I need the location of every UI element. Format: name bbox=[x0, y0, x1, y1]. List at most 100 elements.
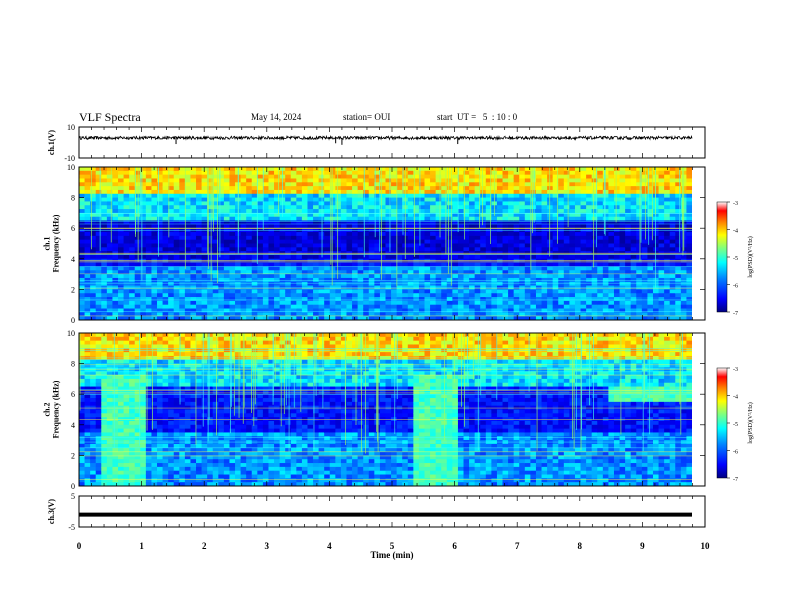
ch2-spec-cell bbox=[90, 340, 97, 346]
ch1-spec-cell bbox=[162, 182, 169, 187]
ch1-spec-cell bbox=[151, 281, 158, 287]
ch1-spec-cell bbox=[218, 316, 225, 320]
ch1-spec-cell bbox=[664, 170, 671, 176]
ch1-spec-cell bbox=[368, 216, 375, 222]
ch1-spec-cell bbox=[630, 289, 637, 294]
ch1-spec-cell bbox=[547, 220, 554, 225]
ch1-spec-cell bbox=[363, 182, 370, 187]
ch1-spec-cell bbox=[430, 174, 437, 180]
ch1-spec-cell bbox=[647, 316, 654, 320]
ch1-spec-cell bbox=[79, 239, 86, 245]
ch1-spec-cell bbox=[491, 243, 498, 248]
ch2-spec-cell bbox=[79, 398, 86, 403]
ch1-spec-cell bbox=[586, 266, 593, 271]
ch1-spec-cell bbox=[430, 197, 437, 203]
ch1-spec-cell bbox=[168, 205, 175, 210]
ch1-spec-cell bbox=[301, 254, 309, 260]
ch1-spec-cell bbox=[162, 270, 169, 275]
ch2-spec-cell bbox=[95, 344, 102, 349]
ch1-spec-cell bbox=[140, 174, 147, 180]
ch1-spec-cell bbox=[324, 316, 331, 320]
ch1-spec-cell bbox=[329, 312, 336, 317]
ch1-spec-cell bbox=[469, 270, 476, 275]
ch1-spec-cell bbox=[106, 274, 114, 279]
ch1-spec-cell bbox=[613, 293, 621, 298]
ch1-spec-cell bbox=[586, 235, 593, 241]
ch1-spec-cell bbox=[496, 201, 504, 206]
ch1-spec-cell bbox=[580, 293, 587, 298]
ch1-spec-cell bbox=[441, 178, 448, 183]
ch1-spec-cell bbox=[491, 216, 498, 222]
ch1-spec-cell bbox=[168, 174, 175, 180]
ch1-spec-cell bbox=[184, 232, 192, 237]
ch1-spec-cell bbox=[664, 224, 671, 229]
ch1-spec-cell bbox=[251, 277, 258, 283]
ch1-spec-cell bbox=[496, 220, 504, 225]
ch1-spec-cell bbox=[647, 254, 654, 260]
ch1-spec-cell bbox=[496, 277, 504, 283]
ch1-spec-cell bbox=[112, 289, 119, 294]
ch1-spec-cell bbox=[636, 289, 643, 294]
ch1-spec-cell bbox=[184, 216, 192, 222]
ch1-spec-cell bbox=[457, 212, 465, 218]
ch1-spec-cell bbox=[301, 224, 309, 229]
ch1-spec-cell bbox=[212, 281, 219, 287]
ch1-spec-cell bbox=[652, 167, 660, 172]
ch1-spec-cell bbox=[658, 277, 665, 283]
ch1-spec-cell bbox=[145, 235, 153, 241]
ch1-spec-cell bbox=[173, 167, 180, 172]
ch1-spec-cell bbox=[675, 274, 682, 279]
ch1-spec-cell bbox=[246, 300, 253, 306]
ch1-spec-cell bbox=[173, 277, 180, 283]
ch1-spec-cell bbox=[112, 212, 119, 218]
ch1-spec-cell bbox=[274, 212, 281, 218]
ch1-spec-cell bbox=[502, 247, 509, 252]
ch1-spec-cell bbox=[179, 235, 186, 241]
ch1-spec-cell bbox=[496, 243, 504, 248]
ch1-spec-cell bbox=[145, 254, 153, 260]
ch1-spec-cell bbox=[212, 201, 219, 206]
ch1-spec-cell bbox=[246, 209, 253, 214]
ch1-spec-cell bbox=[84, 189, 91, 195]
ch1-spec-colorbar-tick-label: -5 bbox=[733, 256, 738, 262]
ch1-spec-cell bbox=[129, 297, 136, 302]
ch1-spec-cell bbox=[652, 239, 660, 245]
ch1-spec-cell bbox=[151, 262, 158, 268]
ch2-spec-cell bbox=[106, 447, 114, 453]
ch1-spec-cell bbox=[597, 312, 604, 317]
ch1-spec-cell bbox=[541, 289, 548, 294]
ch1-spec-cell bbox=[402, 274, 409, 279]
ch1-spec-cell bbox=[597, 205, 604, 210]
ch1-spec-cell bbox=[396, 216, 403, 222]
ch1-spec-cell bbox=[524, 178, 531, 183]
ch1-spec-cell bbox=[686, 254, 692, 260]
ch1-spec-cell bbox=[519, 289, 526, 294]
ch1-spec-cell bbox=[541, 224, 548, 229]
ch1-spec-cell bbox=[101, 297, 108, 302]
ch1-spec-cell bbox=[168, 212, 175, 218]
ch1-spec-cell bbox=[368, 209, 375, 214]
ch1-spec-cell bbox=[441, 167, 448, 172]
ch1-spec-cell bbox=[335, 300, 342, 306]
ch1-spec-cell bbox=[274, 167, 281, 172]
ch1-spec-cell bbox=[580, 232, 587, 237]
ch1-spec-cell bbox=[346, 277, 353, 283]
ch1-spec-cell bbox=[418, 197, 426, 203]
ch1-spec-cell bbox=[357, 274, 364, 279]
ch1-spec-cell bbox=[508, 270, 515, 275]
ch1-spec-cell bbox=[357, 293, 364, 298]
ch1-spec-cell bbox=[257, 186, 264, 191]
ch1-spec-cell bbox=[151, 239, 158, 245]
ch1-spec-cell bbox=[418, 239, 426, 245]
ch1-spec-cell bbox=[307, 266, 314, 271]
ch1-spec-cell bbox=[424, 308, 431, 313]
ch1-spec-cell bbox=[591, 170, 598, 176]
ch1-spec-cell bbox=[84, 220, 91, 225]
ch1-spec-cell bbox=[391, 304, 398, 310]
ch1-spec-cell bbox=[547, 312, 554, 317]
ch1-spec-cell bbox=[274, 178, 281, 183]
ch1-spec-cell bbox=[469, 297, 476, 302]
ch1-spec-cell bbox=[207, 300, 214, 306]
ch1-spec-cell bbox=[246, 239, 253, 245]
ch1-spec-cell bbox=[346, 304, 353, 310]
